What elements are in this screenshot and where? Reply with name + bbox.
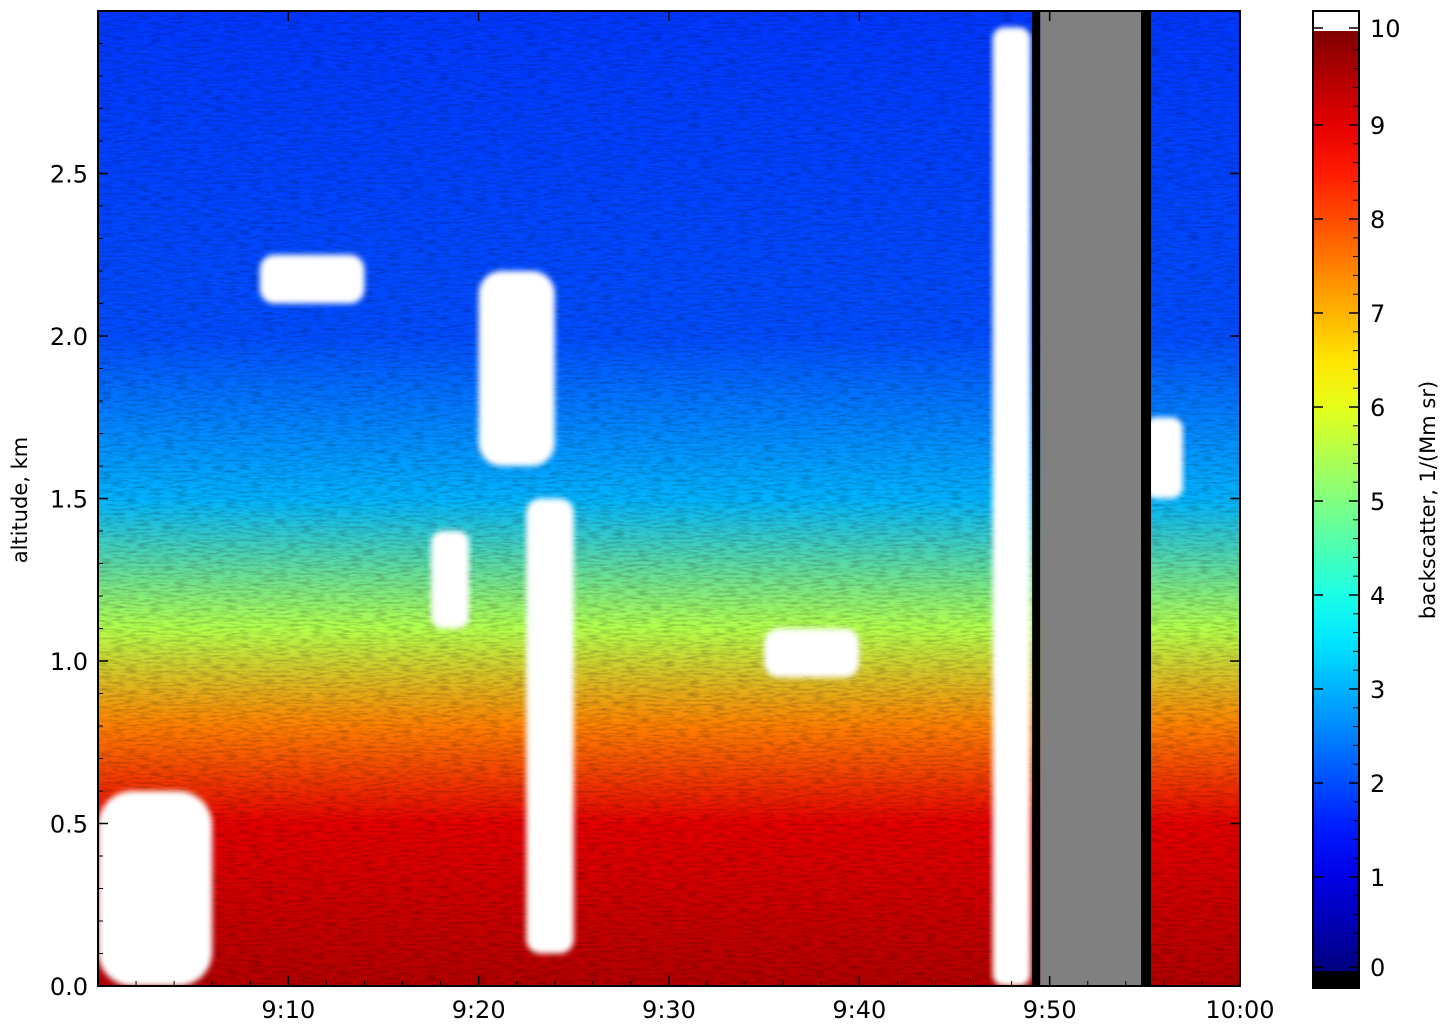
colorbar: 0 1 2 3 4 5 6 7 8 9 10: [1312, 10, 1401, 989]
colorbar-tick-label: 3: [1370, 676, 1385, 704]
y-tick-label: 1.5: [50, 486, 88, 514]
x-tick-label: 9:30: [642, 996, 696, 1024]
colorbar-ticks: 0 1 2 3 4 5 6 7 8 9 10: [1313, 15, 1401, 982]
saturated-regions: [98, 27, 1183, 986]
no-data-edge-left: [1032, 11, 1041, 986]
y-tick-label: 0.5: [50, 811, 88, 839]
saturated-region-5: [259, 254, 365, 304]
colorbar-tick-label: 6: [1370, 394, 1385, 422]
y-tick-label: 1.0: [50, 648, 88, 676]
x-tick-label: 9:40: [832, 996, 886, 1024]
x-tick-label: 9:20: [452, 996, 506, 1024]
colorbar-label: backscatter, 1/(Mm sr): [1416, 381, 1440, 619]
colorbar-tick-label: 1: [1370, 864, 1385, 892]
x-tick-label: 10:00: [1205, 996, 1274, 1024]
colorbar-tick-label: 10: [1370, 15, 1401, 43]
colorbar-tick-label: 4: [1370, 582, 1385, 610]
no-data-band: [1040, 11, 1142, 986]
colorbar-tick-label: 2: [1370, 770, 1385, 798]
colorbar-over-cap: [1313, 11, 1359, 31]
colorbar-tick-label: 0: [1370, 954, 1385, 982]
y-tick-label: 2.5: [50, 161, 88, 189]
colorbar-tick-label: 5: [1370, 488, 1385, 516]
saturated-region-7: [1144, 417, 1183, 499]
saturated-region-4: [431, 531, 470, 629]
saturated-region-8: [98, 791, 213, 986]
saturated-region-6: [764, 628, 860, 678]
y-axis-label: altitude, km: [8, 437, 32, 564]
saturated-region-2: [478, 271, 555, 466]
x-axis: 9:10 9:20 9:30 9:40 9:50 10:00: [135, 11, 1275, 1024]
colorbar-frame: [1312, 10, 1360, 989]
y-tick-label: 0.0: [50, 973, 88, 1001]
saturated-region-1: [992, 27, 1031, 986]
plot-area: [98, 11, 1240, 986]
saturated-region-3: [526, 498, 574, 954]
y-tick-label: 2.0: [50, 323, 88, 351]
x-tick-label: 9:10: [261, 996, 315, 1024]
no-data-edge-right: [1141, 11, 1152, 986]
colorbar-under-cap: [1313, 971, 1359, 988]
colorbar-tick-label: 8: [1370, 206, 1385, 234]
colorbar-tick-label: 7: [1370, 300, 1385, 328]
y-axis: 0.0 0.5 1.0 1.5 2.0 2.5: [50, 43, 1240, 1001]
x-tick-label: 9:50: [1023, 996, 1077, 1024]
colorbar-tick-label: 9: [1370, 112, 1385, 140]
